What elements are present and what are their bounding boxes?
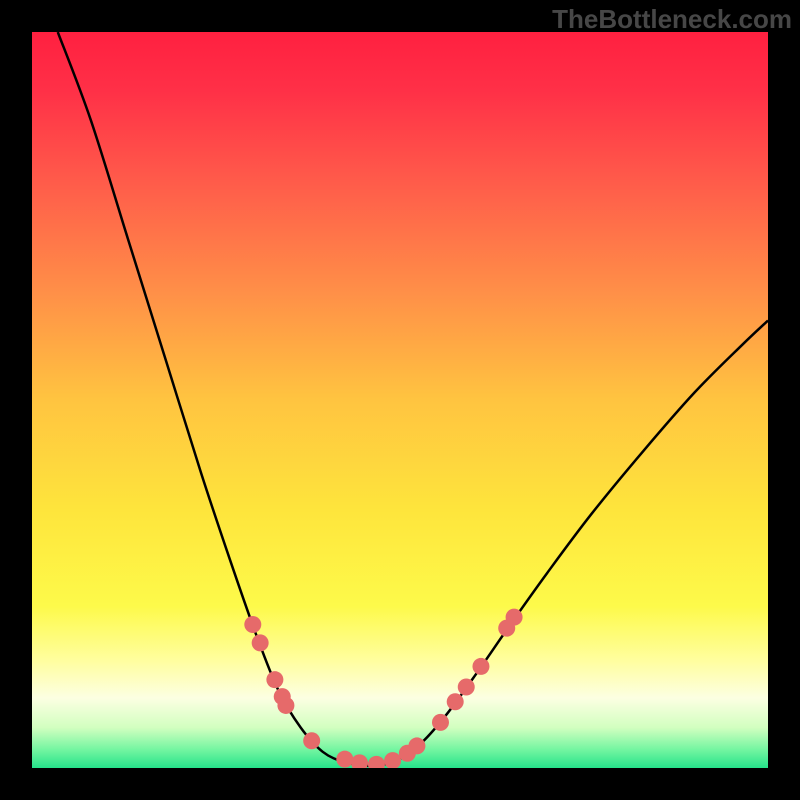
data-marker bbox=[408, 737, 425, 754]
data-marker bbox=[351, 754, 368, 768]
data-marker bbox=[266, 671, 283, 688]
data-marker bbox=[472, 658, 489, 675]
data-marker bbox=[336, 751, 353, 768]
data-marker bbox=[252, 634, 269, 651]
data-marker bbox=[458, 679, 475, 696]
data-marker bbox=[506, 609, 523, 626]
curve-layer bbox=[32, 32, 768, 768]
watermark-text: TheBottleneck.com bbox=[552, 4, 792, 35]
data-marker bbox=[447, 693, 464, 710]
data-marker bbox=[277, 697, 294, 714]
data-marker bbox=[368, 756, 385, 768]
data-marker bbox=[432, 714, 449, 731]
marker-group bbox=[244, 609, 522, 768]
chart-container: TheBottleneck.com bbox=[0, 0, 800, 800]
v-curve-line bbox=[58, 32, 768, 766]
data-marker bbox=[384, 752, 401, 768]
data-marker bbox=[303, 732, 320, 749]
data-marker bbox=[244, 616, 261, 633]
